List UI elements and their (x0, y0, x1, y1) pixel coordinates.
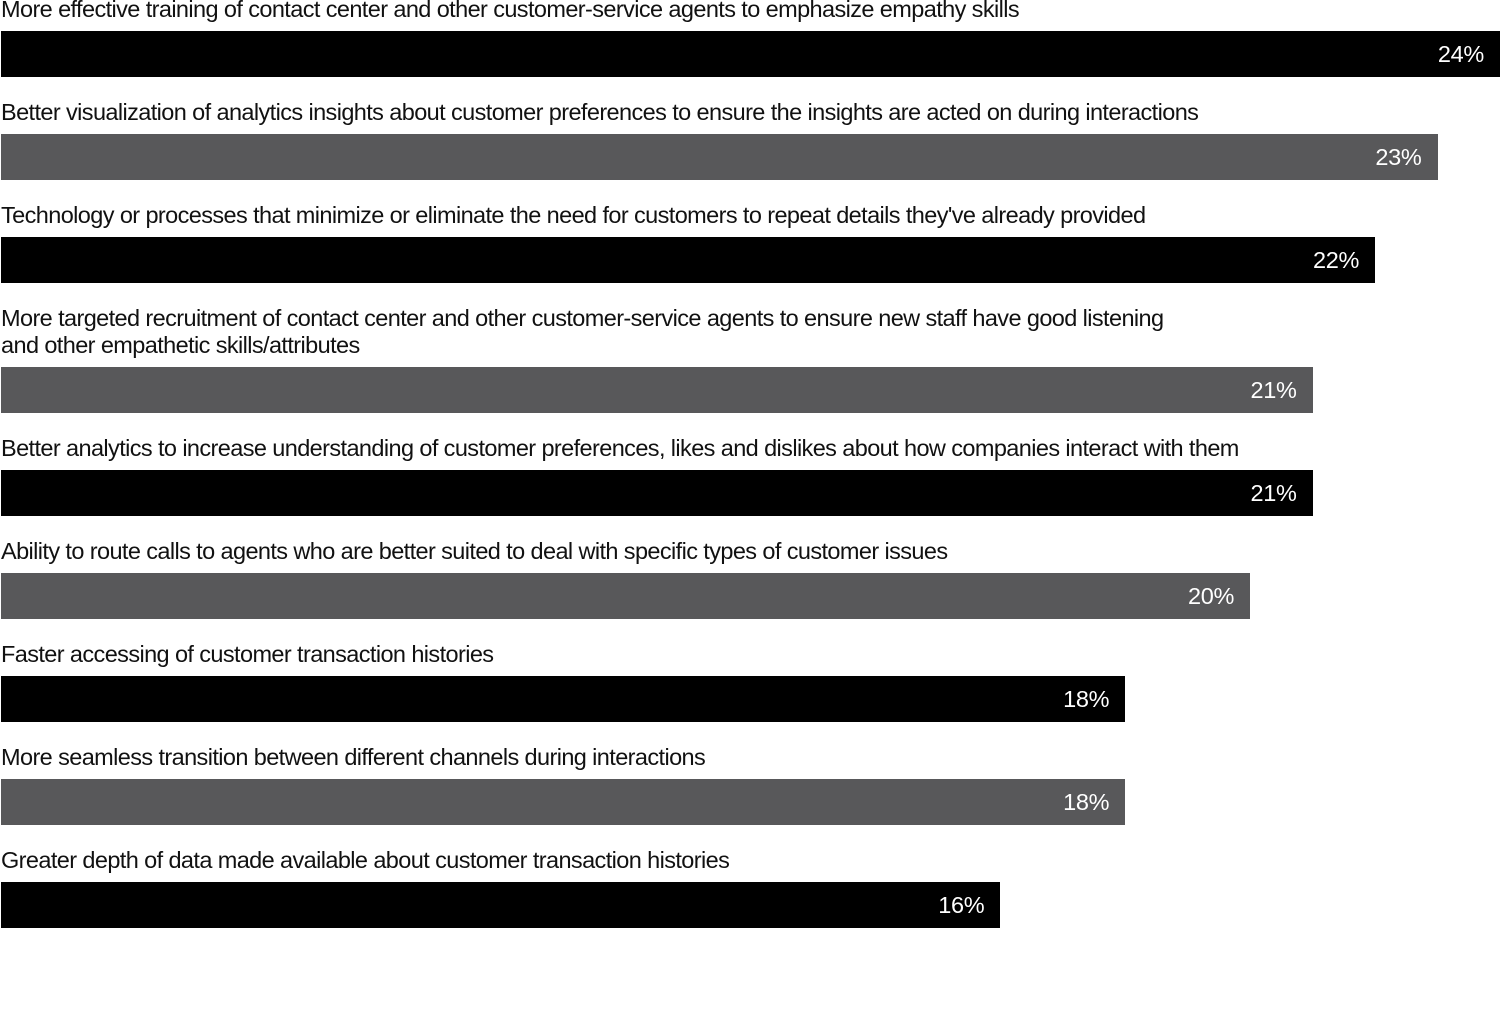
category-label-line: Faster accessing of customer transaction… (1, 641, 494, 667)
bar-value-label: 20% (1188, 583, 1235, 609)
category-label: More seamless transition between differe… (1, 744, 706, 771)
bar: 21% (1, 470, 1313, 516)
category-label: More targeted recruitment of contact cen… (1, 305, 1164, 359)
category-label: Ability to route calls to agents who are… (1, 538, 948, 565)
category-label: More effective training of contact cente… (1, 0, 1020, 23)
bar-value-label: 24% (1437, 41, 1484, 67)
category-label: Faster accessing of customer transaction… (1, 641, 494, 668)
bar: 22% (1, 237, 1376, 283)
bar: 18% (1, 676, 1126, 722)
bar-value-label: 18% (1063, 686, 1110, 712)
bar: 23% (1, 134, 1438, 180)
bar-value-label: 22% (1312, 247, 1360, 273)
category-label: Greater depth of data made available abo… (1, 847, 730, 874)
bar: 16% (1, 882, 1001, 928)
bar: 18% (1, 779, 1126, 825)
category-label-line: Better analytics to increase understandi… (1, 435, 1239, 461)
bar-value-label: 18% (1063, 789, 1110, 815)
category-label-line: More targeted recruitment of contact cen… (1, 305, 1164, 331)
category-label-line: Greater depth of data made available abo… (1, 847, 730, 873)
category-label: Technology or processes that minimize or… (1, 202, 1146, 229)
category-label: Better analytics to increase understandi… (1, 435, 1239, 462)
bar-value-label: 23% (1375, 144, 1422, 170)
bar: 24% (1, 31, 1500, 77)
category-label-line: Better visualization of analytics insigh… (1, 99, 1199, 125)
category-label: Better visualization of analytics insigh… (1, 99, 1199, 126)
category-label-line: Technology or processes that minimize or… (1, 202, 1146, 228)
category-label-line: and other empathetic skills/attributes (1, 332, 360, 358)
category-label-line: Ability to route calls to agents who are… (1, 538, 948, 564)
bar-value-label: 16% (938, 892, 985, 918)
category-label-line: More seamless transition between differe… (1, 744, 706, 770)
bar-value-label: 21% (1250, 377, 1297, 403)
bar: 20% (1, 573, 1251, 619)
bar-value-label: 21% (1250, 480, 1297, 506)
category-label-line: More effective training of contact cente… (1, 0, 1020, 22)
bar: 21% (1, 367, 1313, 413)
